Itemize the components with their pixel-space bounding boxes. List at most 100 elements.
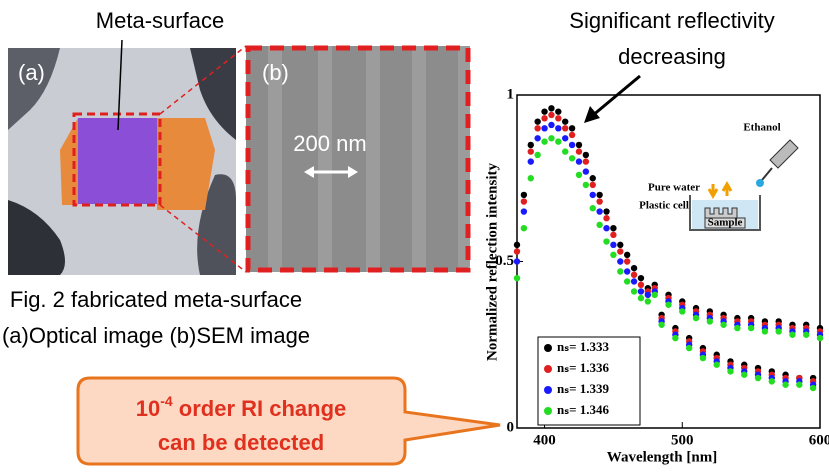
data-point [590, 182, 596, 188]
data-point [548, 122, 554, 128]
data-point [596, 198, 602, 204]
data-point [514, 242, 520, 248]
callout-text: can be detected [158, 430, 324, 455]
data-point [562, 135, 568, 141]
inset-label: Plastic cell [639, 200, 689, 212]
data-point [617, 258, 623, 264]
data-point [603, 225, 609, 231]
data-point [521, 198, 527, 204]
data-point [569, 155, 575, 161]
data-point [576, 142, 582, 148]
data-point [610, 225, 616, 231]
inset-label: Pure water [648, 182, 700, 194]
data-point [631, 288, 637, 294]
legend-label: nₛ= 1.336 [557, 360, 609, 375]
data-point [796, 382, 802, 388]
data-point [700, 355, 706, 361]
data-point [734, 325, 740, 331]
data-point [541, 115, 547, 121]
inset-label: Ethanol [743, 122, 780, 134]
data-point [548, 105, 554, 111]
data-point [555, 115, 561, 121]
y-tick-label: 0 [507, 419, 515, 435]
data-point [583, 152, 589, 158]
data-point [610, 232, 616, 238]
data-point [514, 275, 520, 281]
data-point [569, 142, 575, 148]
data-point [528, 148, 534, 154]
data-point [603, 208, 609, 214]
data-point [603, 238, 609, 244]
data-point [810, 385, 816, 391]
caption: Fig. 2 fabricated meta-surface [10, 287, 302, 312]
inset-label: Sample [708, 217, 743, 229]
inset: Ethanol Pure water Plastic cell Sample [639, 122, 798, 230]
meta-label: Meta-surface [96, 8, 224, 33]
data-point [665, 302, 671, 308]
legend-label: nₛ= 1.346 [557, 402, 609, 417]
data-point [638, 295, 644, 301]
x-tick-label: 400 [533, 432, 556, 448]
annotation: decreasing [618, 44, 726, 69]
data-point [548, 112, 554, 118]
data-point [528, 158, 534, 164]
data-point [624, 258, 630, 264]
data-point [817, 335, 823, 341]
data-point [707, 318, 713, 324]
data-point [624, 268, 630, 274]
annotation: Significant reflectivity [569, 8, 774, 33]
data-point [755, 375, 761, 381]
data-point [658, 322, 664, 328]
callout-exponent: -4 [160, 393, 173, 409]
data-point [583, 158, 589, 164]
data-point [596, 208, 602, 214]
data-point [562, 125, 568, 131]
data-point [555, 138, 561, 144]
data-point [686, 345, 692, 351]
data-point [576, 158, 582, 164]
data-point [714, 362, 720, 368]
data-point [534, 125, 540, 131]
slide: Meta-surface (a) (b) 200 nm Fig. 2 fabri… [0, 0, 829, 467]
y-tick-label: 1 [507, 86, 515, 102]
scale-bar-label: 200 nm [293, 131, 366, 156]
data-point [576, 148, 582, 154]
data-point [562, 148, 568, 154]
data-point [576, 172, 582, 178]
data-point [541, 125, 547, 131]
data-point [727, 368, 733, 374]
data-point [638, 282, 644, 288]
data-point [528, 142, 534, 148]
data-point [652, 292, 658, 298]
data-point [555, 125, 561, 131]
data-point [596, 222, 602, 228]
legend-marker [544, 407, 552, 415]
data-point [596, 192, 602, 198]
data-point [803, 332, 809, 338]
data-point [590, 205, 596, 211]
data-point [534, 152, 540, 158]
data-point [782, 382, 788, 388]
caption: (a)Optical image (b)SEM image [2, 323, 310, 348]
data-point [521, 225, 527, 231]
data-point [624, 278, 630, 284]
data-point [645, 292, 651, 298]
x-axis-label: Wavelength [nm] [607, 449, 717, 465]
data-point [548, 135, 554, 141]
data-point [617, 268, 623, 274]
panel-label: (a) [18, 60, 45, 85]
legend-label: nₛ= 1.333 [557, 339, 609, 354]
data-point [775, 328, 781, 334]
legend-marker [544, 386, 552, 394]
legend-marker [544, 344, 552, 352]
data-point [603, 215, 609, 221]
legend-marker [544, 365, 552, 373]
annotation-arrow [592, 76, 640, 116]
data-point [555, 108, 561, 114]
data-point [534, 135, 540, 141]
data-point [789, 332, 795, 338]
data-point [541, 138, 547, 144]
x-tick-label: 600 [809, 432, 829, 448]
data-point [693, 315, 699, 321]
data-point [590, 192, 596, 198]
